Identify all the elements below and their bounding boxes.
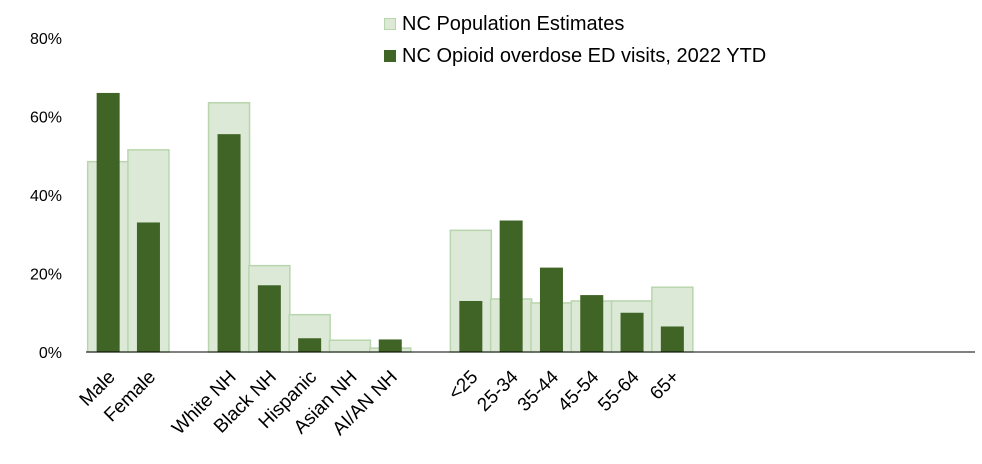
- legend-label-population: NC Population Estimates: [402, 12, 625, 35]
- y-tick-label: 40%: [30, 188, 62, 205]
- x-tick-label: 45-54: [554, 366, 604, 416]
- x-tick-label: 35-44: [514, 366, 564, 416]
- bar-ed-visits: [257, 285, 281, 352]
- y-tick-label: 0%: [39, 345, 62, 362]
- legend-label-ed-visits: NC Opioid overdose ED visits, 2022 YTD: [402, 44, 767, 67]
- bar-population: [328, 339, 372, 353]
- bar-ed-visits: [217, 134, 241, 352]
- y-axis: 0% 20% 40% 60% 80%: [30, 31, 62, 362]
- legend-item-ed-visits: NC Opioid overdose ED visits, 2022 YTD: [384, 40, 766, 72]
- x-tick-label: 65+: [646, 367, 684, 405]
- y-tick-label: 60%: [30, 110, 62, 127]
- x-tick-label: 55-64: [594, 366, 644, 416]
- legend-swatch-ed-visits: [384, 50, 396, 62]
- bar-ed-visits: [298, 338, 322, 352]
- legend: NC Population Estimates NC Opioid overdo…: [384, 8, 766, 72]
- bar-ed-visits: [580, 295, 604, 352]
- bar-ed-visits: [96, 92, 120, 352]
- legend-item-population: NC Population Estimates: [384, 8, 766, 40]
- bar-ed-visits: [136, 222, 160, 352]
- y-tick-label: 80%: [30, 31, 62, 48]
- bar-ed-visits: [378, 339, 402, 352]
- bar-ed-visits: [660, 326, 684, 352]
- bar-ed-visits: [539, 267, 563, 352]
- bar-ed-visits: [459, 300, 483, 352]
- legend-swatch-population: [384, 18, 396, 30]
- bar-ed-visits: [499, 220, 523, 352]
- x-tick-label: 25-34: [473, 366, 523, 416]
- bar-ed-visits: [620, 312, 644, 352]
- y-tick-label: 20%: [30, 267, 62, 284]
- bars: [86, 92, 694, 353]
